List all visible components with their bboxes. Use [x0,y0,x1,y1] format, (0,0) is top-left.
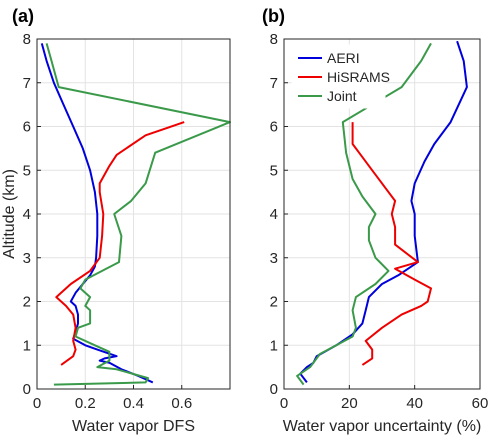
panel-a-xlabel: Water vapor DFS [72,418,195,435]
panel-a-xtick-label-2: 0.4 [123,395,144,412]
panel-a-ytick-label-4: 4 [23,206,31,223]
panel-b-ytick-label-0: 0 [270,381,278,398]
panel-a-ytick-label-2: 2 [23,294,31,311]
panel-b-xlabel: Water vapor uncertainty (%) [283,418,482,435]
panel-b-xtick-label-1: 20 [341,395,358,412]
panel-b-series-joint-line [296,42,432,386]
panel-b-legend: AERI HiSRAMS Joint [291,44,390,109]
panel-a-series-joint-line [45,43,231,386]
panel-a-ytick-label-5: 5 [23,162,31,179]
panel-a-ytick-label-7: 7 [23,75,31,92]
panel-b-ytick-label-4: 4 [270,206,278,223]
legend-label-hisrams: HiSRAMS [327,69,390,85]
panel-a-ylabel: Altitude (km) [1,169,18,259]
panel-b-series [296,40,468,386]
panel-b-ytick-label-3: 3 [270,250,278,267]
panel-a-grid [36,38,230,390]
legend-label-aeri: AERI [327,50,360,66]
panel-b-ytick-label-7: 7 [270,75,278,92]
legend-label-joint: Joint [327,88,357,104]
panel-b-ytick-label-8: 8 [270,31,278,48]
panel-a-series [40,43,231,386]
panel-b-label: (b) [262,6,285,26]
panel-a-ticks: 0 0.2 0.4 0.6 0 1 2 3 4 5 6 7 8 [23,31,193,412]
panel-a-series-aeri-line [40,43,154,384]
panel-a-xtick-label-1: 0.2 [75,395,96,412]
panel-a-ytick-label-8: 8 [23,31,31,48]
panel-a-ytick-label-0: 0 [23,381,31,398]
panel-b: 0 20 40 60 0 1 2 3 4 5 6 7 8 (b) Water vapor uncerta… [262,6,488,435]
panel-b-ytick-label-1: 1 [270,337,278,354]
panel-b-xtick-label-3: 60 [472,395,489,412]
panel-b-xtick-label-2: 40 [406,395,423,412]
panel-a-xtick-label-0: 0 [33,395,41,412]
panel-b-ytick-label-6: 6 [270,119,278,136]
panel-a-ytick-label-1: 1 [23,337,31,354]
panel-b-ytick-label-2: 2 [270,294,278,311]
panel-a-xtick-label-3: 0.6 [171,395,192,412]
panel-a-series-hisrams-line [55,121,185,366]
panel-a-label: (a) [12,6,34,26]
panel-b-ytick-label-5: 5 [270,162,278,179]
panel-a-ytick-label-3: 3 [23,250,31,267]
panel-b-xtick-label-0: 0 [280,395,288,412]
panel-b-series-hisrams-line [351,122,432,366]
panel-b-ticks: 0 20 40 60 0 1 2 3 4 5 6 7 8 [270,31,489,412]
panel-a-ytick-label-6: 6 [23,119,31,136]
